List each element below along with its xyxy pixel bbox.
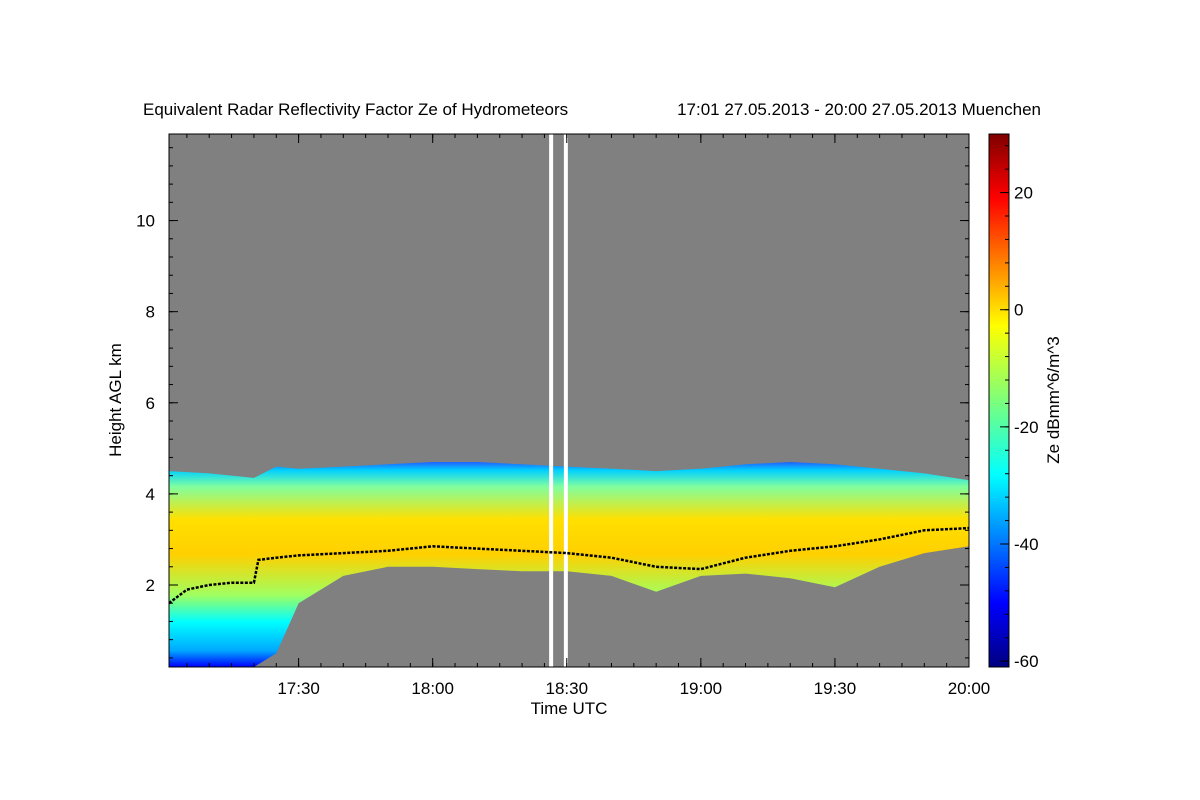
data-gaps: [549, 134, 568, 667]
colorbar-ticks: 20 0 -20 -40 -60: [1000, 145, 1039, 671]
cloud-echo-area: [169, 462, 969, 667]
x-tick-label: 18:30: [545, 679, 588, 698]
cloud-layer: [169, 462, 969, 667]
colorbar: [988, 133, 1010, 668]
chart-title: Equivalent Radar Reflectivity Factor Ze …: [143, 100, 568, 119]
y-tick-label: 2: [146, 576, 155, 595]
colorbar-tick-label: -60: [1014, 652, 1039, 671]
y-tick-label: 10: [136, 212, 155, 231]
x-tick-label: 18:00: [411, 679, 454, 698]
y-axis-label: Height AGL km: [106, 343, 125, 457]
colorbar-label: Ze dBmm^6/m^3: [1044, 336, 1063, 463]
x-axis-ticks: 17:30 18:00 18:30 19:00 19:30 20:00: [186, 134, 991, 698]
colorbar-tick-label: 0: [1014, 301, 1023, 320]
x-axis-label: Time UTC: [531, 699, 608, 718]
y-tick-label: 8: [146, 303, 155, 322]
y-axis-ticks: 2 4 6 8 10: [136, 147, 969, 659]
y-tick-label: 6: [146, 394, 155, 413]
x-tick-label: 19:30: [814, 679, 857, 698]
colorbar-tick-label: -20: [1014, 418, 1039, 437]
plot-frame: [168, 133, 970, 668]
x-tick-label: 17:30: [277, 679, 320, 698]
y-tick-label: 4: [146, 485, 155, 504]
colorbar-tick-label: -40: [1014, 535, 1039, 554]
black-line-series: [169, 526, 969, 605]
black-line: [169, 526, 969, 605]
x-tick-label: 19:00: [680, 679, 723, 698]
colorbar-tick-label: 20: [1014, 184, 1033, 203]
chart-subtitle: 17:01 27.05.2013 - 20:00 27.05.2013 Muen…: [677, 100, 1041, 119]
x-tick-label: 20:00: [948, 679, 991, 698]
